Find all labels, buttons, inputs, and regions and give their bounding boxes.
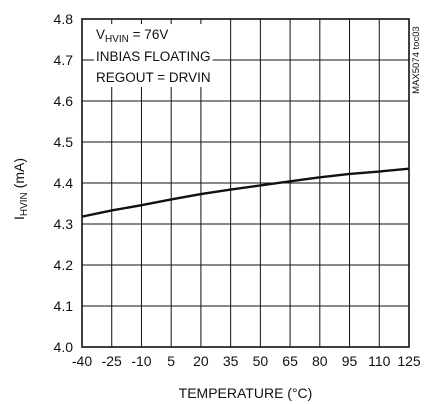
annotation-regout: REGOUT = DRVIN	[96, 70, 211, 85]
y-tick-label-0: 4.0	[54, 339, 74, 355]
x-tick-label-10: 110	[368, 353, 391, 369]
y-axis-label-sub: HVIN	[19, 192, 30, 216]
x-tick-label-8: 80	[312, 353, 328, 369]
plot-frame	[81, 18, 410, 348]
annotation-vhvin: VHVIN = 76V	[96, 27, 168, 45]
x-tick-label-9: 95	[342, 353, 358, 369]
x-tick-label-0: -40	[72, 353, 92, 369]
x-tick-labels: -40 -25 -10 5 20 35 50 65 80 95 110 125	[72, 353, 421, 369]
y-tick-label-4: 4.4	[54, 175, 74, 191]
series-line-ihvin	[81, 167, 410, 218]
x-tick-label-4: 20	[193, 353, 209, 369]
annotation-vhvin-main: V	[96, 27, 105, 42]
y-tick-label-1: 4.1	[54, 298, 74, 314]
y-tick-label-8: 4.8	[54, 11, 74, 27]
x-axis-label: TEMPERATURE (°C)	[179, 385, 313, 401]
x-tick-label-1: -25	[102, 353, 122, 369]
annotation-background	[94, 24, 213, 87]
x-tick-label-7: 65	[282, 353, 298, 369]
x-tick-label-5: 35	[223, 353, 239, 369]
y-tick-labels: 4.0 4.1 4.2 4.3 4.4 4.5 4.6 4.7 4.8	[54, 11, 74, 355]
y-axis-label-rest: (mA)	[11, 158, 27, 192]
figure-tag: MAX5074 toc03	[411, 26, 422, 94]
y-tick-label-2: 4.2	[54, 257, 74, 273]
annotation-box: VHVIN = 76V INBIAS FLOATING REGOUT = DRV…	[94, 24, 213, 87]
y-axis-label: IHVIN (mA)	[11, 158, 30, 220]
x-tick-label-6: 50	[253, 353, 269, 369]
x-tick-label-2: -10	[131, 353, 151, 369]
y-tick-label-5: 4.5	[54, 134, 74, 150]
x-tick-label-3: 5	[167, 353, 175, 369]
annotation-vhvin-sub: HVIN	[105, 34, 129, 45]
y-tick-label-7: 4.7	[54, 52, 74, 68]
y-tick-label-6: 4.6	[54, 93, 74, 109]
y-axis-label-main: I	[11, 216, 27, 220]
y-tick-label-3: 4.3	[54, 216, 74, 232]
annotation-vhvin-rest: = 76V	[129, 27, 168, 42]
x-tick-label-11: 125	[397, 353, 421, 369]
annotation-inbias: INBIAS FLOATING	[96, 49, 211, 64]
